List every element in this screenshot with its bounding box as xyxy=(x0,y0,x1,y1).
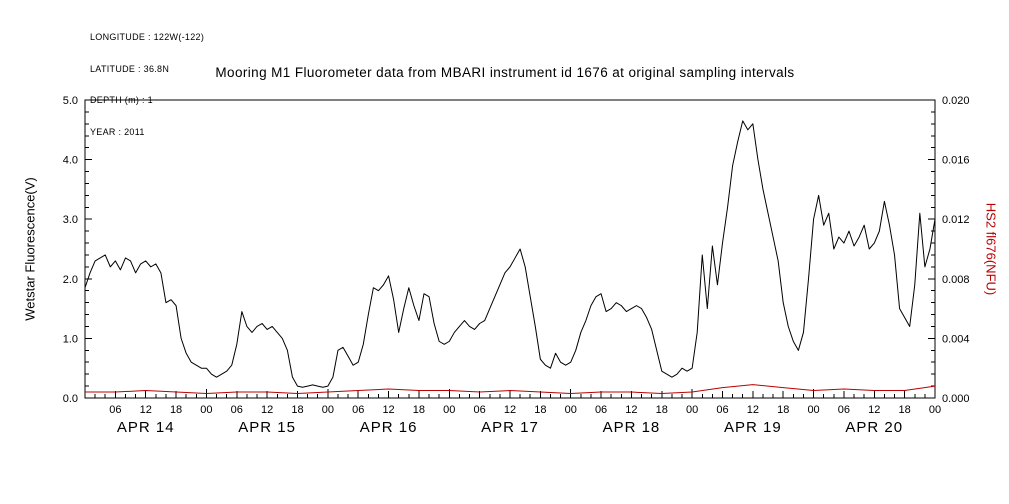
hour-tick-label: 12 xyxy=(504,404,516,416)
hour-tick-label: 12 xyxy=(140,404,152,416)
left-tick-label: 5.0 xyxy=(63,95,78,107)
hour-tick-label: 18 xyxy=(413,404,425,416)
chart-title: Mooring M1 Fluorometer data from MBARI i… xyxy=(215,65,795,80)
plot-border xyxy=(84,99,936,399)
left-tick-label: 0.0 xyxy=(63,393,78,405)
metadata-latitude: LATITUDE : 36.8N xyxy=(90,63,170,74)
hour-tick-label: 06 xyxy=(231,404,243,416)
hour-tick-label: 18 xyxy=(656,404,668,416)
day-label: APR 14 xyxy=(117,419,175,436)
hour-tick-label: 06 xyxy=(838,404,850,416)
hour-tick-label: 12 xyxy=(261,404,273,416)
metadata-year: YEAR : 2011 xyxy=(90,126,145,137)
hour-tick-label: 06 xyxy=(716,404,728,416)
metadata-longitude: LONGITUDE : 122W(-122) xyxy=(90,32,205,42)
series-line-1 xyxy=(85,384,936,395)
hour-tick-label: 18 xyxy=(534,404,546,416)
day-label: APR 19 xyxy=(724,419,782,436)
hour-tick-label: 06 xyxy=(474,404,486,416)
hour-tick-label: 00 xyxy=(807,404,819,416)
hour-tick-label: 12 xyxy=(747,404,759,416)
hour-tick-label: 00 xyxy=(200,404,212,416)
hour-tick-label: 18 xyxy=(170,404,182,416)
day-label: APR 20 xyxy=(845,419,903,436)
hour-tick-label: 18 xyxy=(899,404,911,416)
hour-tick-label: 12 xyxy=(868,404,880,416)
day-label: APR 16 xyxy=(360,419,418,436)
hour-tick-label: 06 xyxy=(352,404,364,416)
hour-tick-label: 00 xyxy=(565,404,577,416)
left-tick-label: 4.0 xyxy=(63,155,78,167)
right-tick-label: 0.016 xyxy=(942,155,970,167)
hour-tick-label: 18 xyxy=(777,404,789,416)
hour-tick-label: 06 xyxy=(595,404,607,416)
hour-tick-label: 12 xyxy=(382,404,394,416)
right-tick-label: 0.004 xyxy=(942,333,970,345)
hour-tick-label: 12 xyxy=(625,404,637,416)
day-label: APR 15 xyxy=(238,419,296,436)
left-tick-label: 3.0 xyxy=(63,214,78,226)
hour-tick-label: 00 xyxy=(322,404,334,416)
left-tick-label: 1.0 xyxy=(63,333,78,345)
hour-tick-label: 00 xyxy=(686,404,698,416)
series-line-0 xyxy=(84,120,936,388)
hour-tick-label: 00 xyxy=(929,404,941,416)
right-tick-label: 0.000 xyxy=(942,393,970,405)
hour-tick-label: 06 xyxy=(109,404,121,416)
left-tick-label: 2.0 xyxy=(63,274,78,286)
hour-tick-label: 00 xyxy=(443,404,455,416)
day-label: APR 17 xyxy=(481,419,539,436)
right-tick-label: 0.012 xyxy=(942,214,970,226)
day-label: APR 18 xyxy=(603,419,661,436)
hour-tick-label: 18 xyxy=(291,404,303,416)
right-tick-label: 0.008 xyxy=(942,274,970,286)
right-tick-label: 0.020 xyxy=(942,95,970,107)
